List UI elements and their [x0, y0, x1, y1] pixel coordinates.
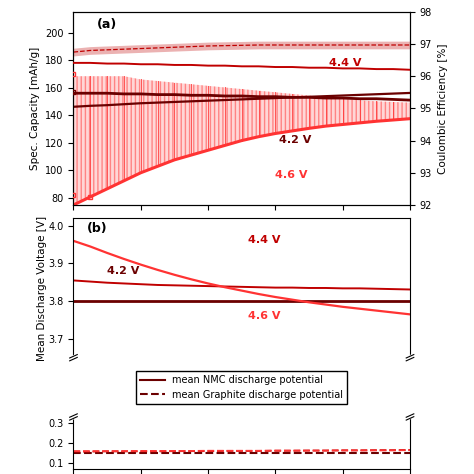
Text: 4.4 V: 4.4 V [248, 236, 281, 246]
Text: 4.4 V: 4.4 V [329, 58, 362, 68]
Text: 4.2 V: 4.2 V [107, 266, 139, 276]
Y-axis label: Mean Discharge Voltage [V]: Mean Discharge Voltage [V] [37, 215, 47, 361]
Text: 4.6 V: 4.6 V [275, 170, 308, 180]
Text: 4.2 V: 4.2 V [279, 135, 311, 145]
Text: (a): (a) [97, 18, 117, 31]
Y-axis label: Coulombic Efficiency [%]: Coulombic Efficiency [%] [438, 43, 447, 173]
Y-axis label: Spec. Capacity [mAh/g]: Spec. Capacity [mAh/g] [30, 47, 40, 170]
Text: (b): (b) [87, 222, 108, 236]
Legend: mean NMC discharge potential, mean Graphite discharge potential: mean NMC discharge potential, mean Graph… [137, 371, 347, 404]
Text: 4.6 V: 4.6 V [248, 310, 281, 320]
